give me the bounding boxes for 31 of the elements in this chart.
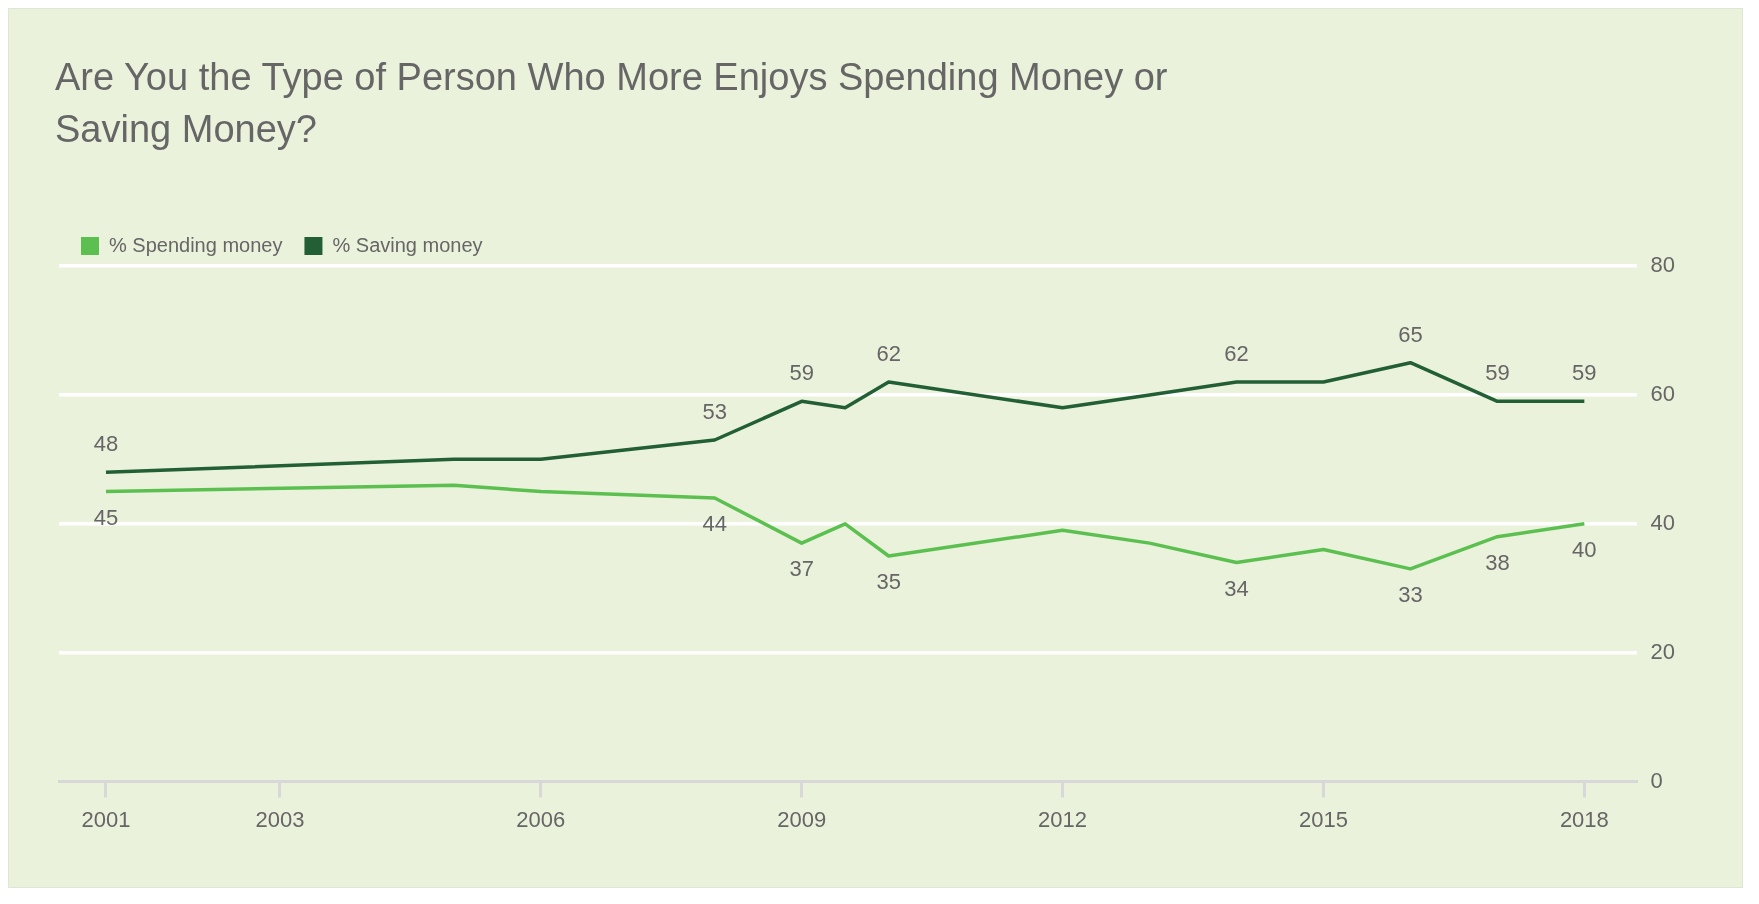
data-label: 45 [93,504,119,530]
data-label: 62 [876,341,901,367]
x-tick-label: 2006 [516,806,566,832]
data-label: 48 [93,431,119,457]
data-label: 40 [1572,536,1597,562]
legend-label: % Spending money [109,233,283,256]
y-tick-label: 0 [1650,767,1663,793]
data-label: 59 [1572,360,1597,386]
y-tick-label: 20 [1650,638,1676,664]
x-tick-label: 2012 [1038,806,1088,832]
chart-title: Are You the Type of Person Who More Enjoys Spending Money or Saving Money? [55,55,1169,152]
data-label: 33 [1398,581,1423,607]
x-tick-label: 2018 [1559,806,1609,832]
data-label: 62 [1224,341,1249,367]
data-label: 38 [1485,549,1510,575]
data-label: 59 [1485,360,1510,386]
x-tick-label: 2001 [81,806,131,832]
data-label: 44 [702,511,727,537]
data-label: 59 [789,360,814,386]
data-label: 53 [702,399,727,425]
x-tick-label: 2003 [255,806,305,832]
y-tick-label: 60 [1650,380,1676,406]
y-tick-label: 80 [1650,252,1676,278]
x-tick-label: 2015 [1298,806,1348,832]
y-tick-label: 40 [1650,509,1676,535]
data-label: 34 [1224,575,1249,601]
legend-label: % Saving money [332,233,483,256]
x-tick-label: 2009 [777,806,827,832]
data-label: 37 [789,556,814,582]
data-label: 35 [876,569,901,595]
data-label: 65 [1398,321,1423,347]
